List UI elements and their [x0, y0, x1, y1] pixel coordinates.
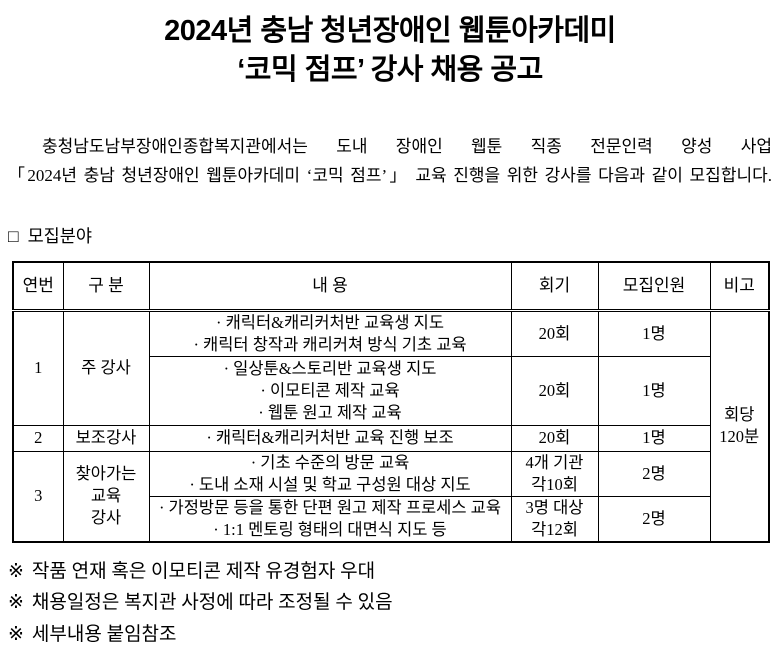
cell-category-2: 보조강사 — [63, 425, 149, 451]
cell-content: · 일상툰&스토리반 교육생 지도 · 이모티콘 제작 교육 · 웹툰 원고 제… — [149, 356, 511, 425]
cell-openings: 1명 — [598, 425, 710, 451]
col-header-content: 내 용 — [149, 262, 511, 310]
note-text: 채용일정은 복지관 사정에 따라 조정될 수 있음 — [32, 592, 393, 613]
cell-remark: 회당 120분 — [710, 310, 769, 542]
sessions-line: 4개 기관 — [512, 452, 598, 474]
note-text: 세부내용 붙임참조 — [32, 624, 177, 645]
recruitment-table: 연번 구 분 내 용 회기 모집인원 비고 1 주 강사 · 캐릭터&캐리커처반… — [12, 261, 770, 543]
cell-openings: 2명 — [598, 496, 710, 542]
note-item: ※ 채용일정은 복지관 사정에 따라 조정될 수 있음 — [8, 587, 772, 619]
notice-title: 2024년 충남 청년장애인 웹툰아카데미 ‘코믹 점프’ 강사 채용 공고 — [8, 12, 772, 90]
reference-mark-icon: ※ — [8, 592, 24, 613]
category-line: 찾아가는 — [64, 463, 149, 485]
intro-line-2: 「2024년 충남 청년장애인 웹툰아카데미 ‘코믹 점프’」 교육 진행을 위… — [8, 161, 772, 190]
content-line: · 가정방문 등을 통한 단편 원고 제작 프로세스 교육 — [150, 497, 511, 519]
table-row: 1 주 강사 · 캐릭터&캐리커처반 교육생 지도 · 캐릭터 창작과 캐리커쳐… — [13, 310, 769, 356]
cell-sessions: 20회 — [511, 425, 598, 451]
sessions-line: 20회 — [512, 323, 598, 345]
cell-seq-2: 2 — [13, 425, 63, 451]
cell-category-1: 주 강사 — [63, 310, 149, 425]
remark-line: 회당 — [711, 404, 769, 426]
intro-line-1: 충청남도남부장애인종합복지관에서는 도내 장애인 웹툰 직종 전문인력 양성 사… — [8, 132, 772, 161]
cell-sessions: 4개 기관 각10회 — [511, 451, 598, 496]
cell-sessions: 3명 대상 각12회 — [511, 496, 598, 542]
content-line: · 도내 소재 시설 및 학교 구성원 대상 지도 — [150, 474, 511, 496]
square-marker-icon: □ — [8, 226, 19, 246]
content-line: · 일상툰&스토리반 교육생 지도 — [150, 358, 511, 380]
sessions-line: 각12회 — [512, 519, 598, 541]
content-line: · 캐릭터 창작과 캐리커쳐 방식 기초 교육 — [150, 334, 511, 356]
table-row: 2 보조강사 · 캐릭터&캐리커처반 교육 진행 보조 20회 1명 — [13, 425, 769, 451]
remark-line: 120분 — [711, 426, 769, 448]
cell-seq-1: 1 — [13, 310, 63, 425]
content-line: · 1:1 멘토링 형태의 대면식 지도 등 — [150, 519, 511, 541]
notice-title-line1: 2024년 충남 청년장애인 웹툰아카데미 — [8, 12, 772, 51]
cell-openings: 1명 — [598, 356, 710, 425]
sessions-line: 각10회 — [512, 474, 598, 496]
cell-content: · 기초 수준의 방문 교육 · 도내 소재 시설 및 학교 구성원 대상 지도 — [149, 451, 511, 496]
content-line: · 이모티콘 제작 교육 — [150, 380, 511, 402]
sessions-line: 20회 — [512, 380, 598, 402]
cell-content: · 캐릭터&캐리커처반 교육 진행 보조 — [149, 425, 511, 451]
cell-category-3: 찾아가는 교육 강사 — [63, 451, 149, 542]
notice-title-line2: ‘코믹 점프’ 강사 채용 공고 — [8, 51, 772, 90]
col-header-category: 구 분 — [63, 262, 149, 310]
content-line: · 캐릭터&캐리커처반 교육생 지도 — [150, 312, 511, 334]
col-header-remark: 비고 — [710, 262, 769, 310]
cell-sessions: 20회 — [511, 310, 598, 356]
section-heading: □ 모집분야 — [8, 223, 772, 248]
col-header-sessions: 회기 — [511, 262, 598, 310]
category-line: 보조강사 — [64, 427, 149, 449]
reference-mark-icon: ※ — [8, 624, 24, 645]
table-header-row: 연번 구 분 내 용 회기 모집인원 비고 — [13, 262, 769, 310]
footnotes: ※ 작품 연재 혹은 이모티콘 제작 유경험자 우대 ※ 채용일정은 복지관 사정에… — [8, 556, 772, 650]
cell-openings: 1명 — [598, 310, 710, 356]
content-line: · 기초 수준의 방문 교육 — [150, 452, 511, 474]
note-item: ※ 작품 연재 혹은 이모티콘 제작 유경험자 우대 — [8, 556, 772, 588]
cell-seq-3: 3 — [13, 451, 63, 542]
intro-paragraph: 충청남도남부장애인종합복지관에서는 도내 장애인 웹툰 직종 전문인력 양성 사… — [8, 132, 772, 190]
content-line: · 웹툰 원고 제작 교육 — [150, 402, 511, 424]
col-header-openings: 모집인원 — [598, 262, 710, 310]
table-row: 3 찾아가는 교육 강사 · 기초 수준의 방문 교육 · 도내 소재 시설 및… — [13, 451, 769, 496]
sessions-line: 20회 — [512, 427, 598, 449]
reference-mark-icon: ※ — [8, 561, 24, 582]
cell-sessions: 20회 — [511, 356, 598, 425]
category-line: 교육 — [64, 485, 149, 507]
cell-content: · 가정방문 등을 통한 단편 원고 제작 프로세스 교육 · 1:1 멘토링 … — [149, 496, 511, 542]
cell-content: · 캐릭터&캐리커처반 교육생 지도 · 캐릭터 창작과 캐리커쳐 방식 기초 … — [149, 310, 511, 356]
note-text: 작품 연재 혹은 이모티콘 제작 유경험자 우대 — [32, 561, 375, 582]
note-item: ※ 세부내용 붙임참조 — [8, 619, 772, 650]
col-header-no: 연번 — [13, 262, 63, 310]
category-line: 주 강사 — [64, 357, 149, 379]
sessions-line: 3명 대상 — [512, 497, 598, 519]
section-label: 모집분야 — [28, 226, 92, 246]
cell-openings: 2명 — [598, 451, 710, 496]
category-line: 강사 — [64, 507, 149, 529]
content-line: · 캐릭터&캐리커처반 교육 진행 보조 — [150, 427, 511, 449]
